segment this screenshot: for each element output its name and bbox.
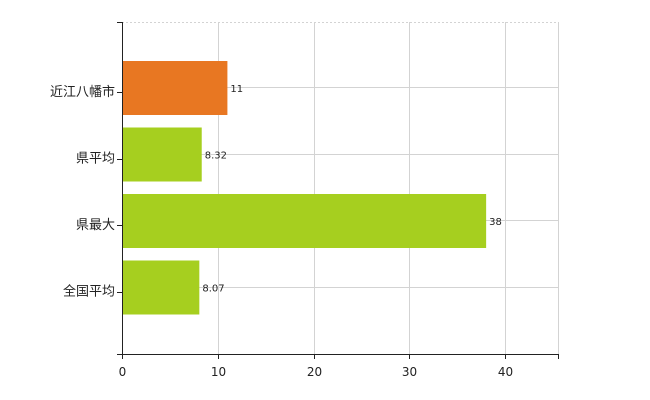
- bars: [122, 61, 487, 315]
- bar-3: [122, 260, 200, 315]
- category-label: 県最大: [76, 218, 115, 233]
- category-label: 県平均: [76, 152, 115, 167]
- data-label: 38: [489, 217, 502, 228]
- category-label: 近江八幡市: [50, 84, 115, 100]
- x-tick-label: 30: [402, 365, 417, 379]
- data-label: 11: [230, 84, 243, 95]
- bar-2: [122, 194, 487, 248]
- data-label: 8.07: [202, 284, 224, 295]
- data-label: 8.32: [205, 151, 227, 162]
- x-tick-label: 20: [307, 365, 322, 379]
- x-tick-label: 10: [211, 365, 226, 379]
- x-tick-label: 40: [498, 365, 513, 379]
- x-tick-label: 0: [119, 365, 127, 379]
- axes: [117, 22, 559, 359]
- labels: 11 近江八幡市 8.32 県平均 38 県最大 8.07 全国平均 0 10 20 30 40: [50, 84, 513, 379]
- bar-0: [122, 61, 228, 115]
- category-label: 全国平均: [63, 284, 115, 300]
- bar-1: [122, 127, 202, 182]
